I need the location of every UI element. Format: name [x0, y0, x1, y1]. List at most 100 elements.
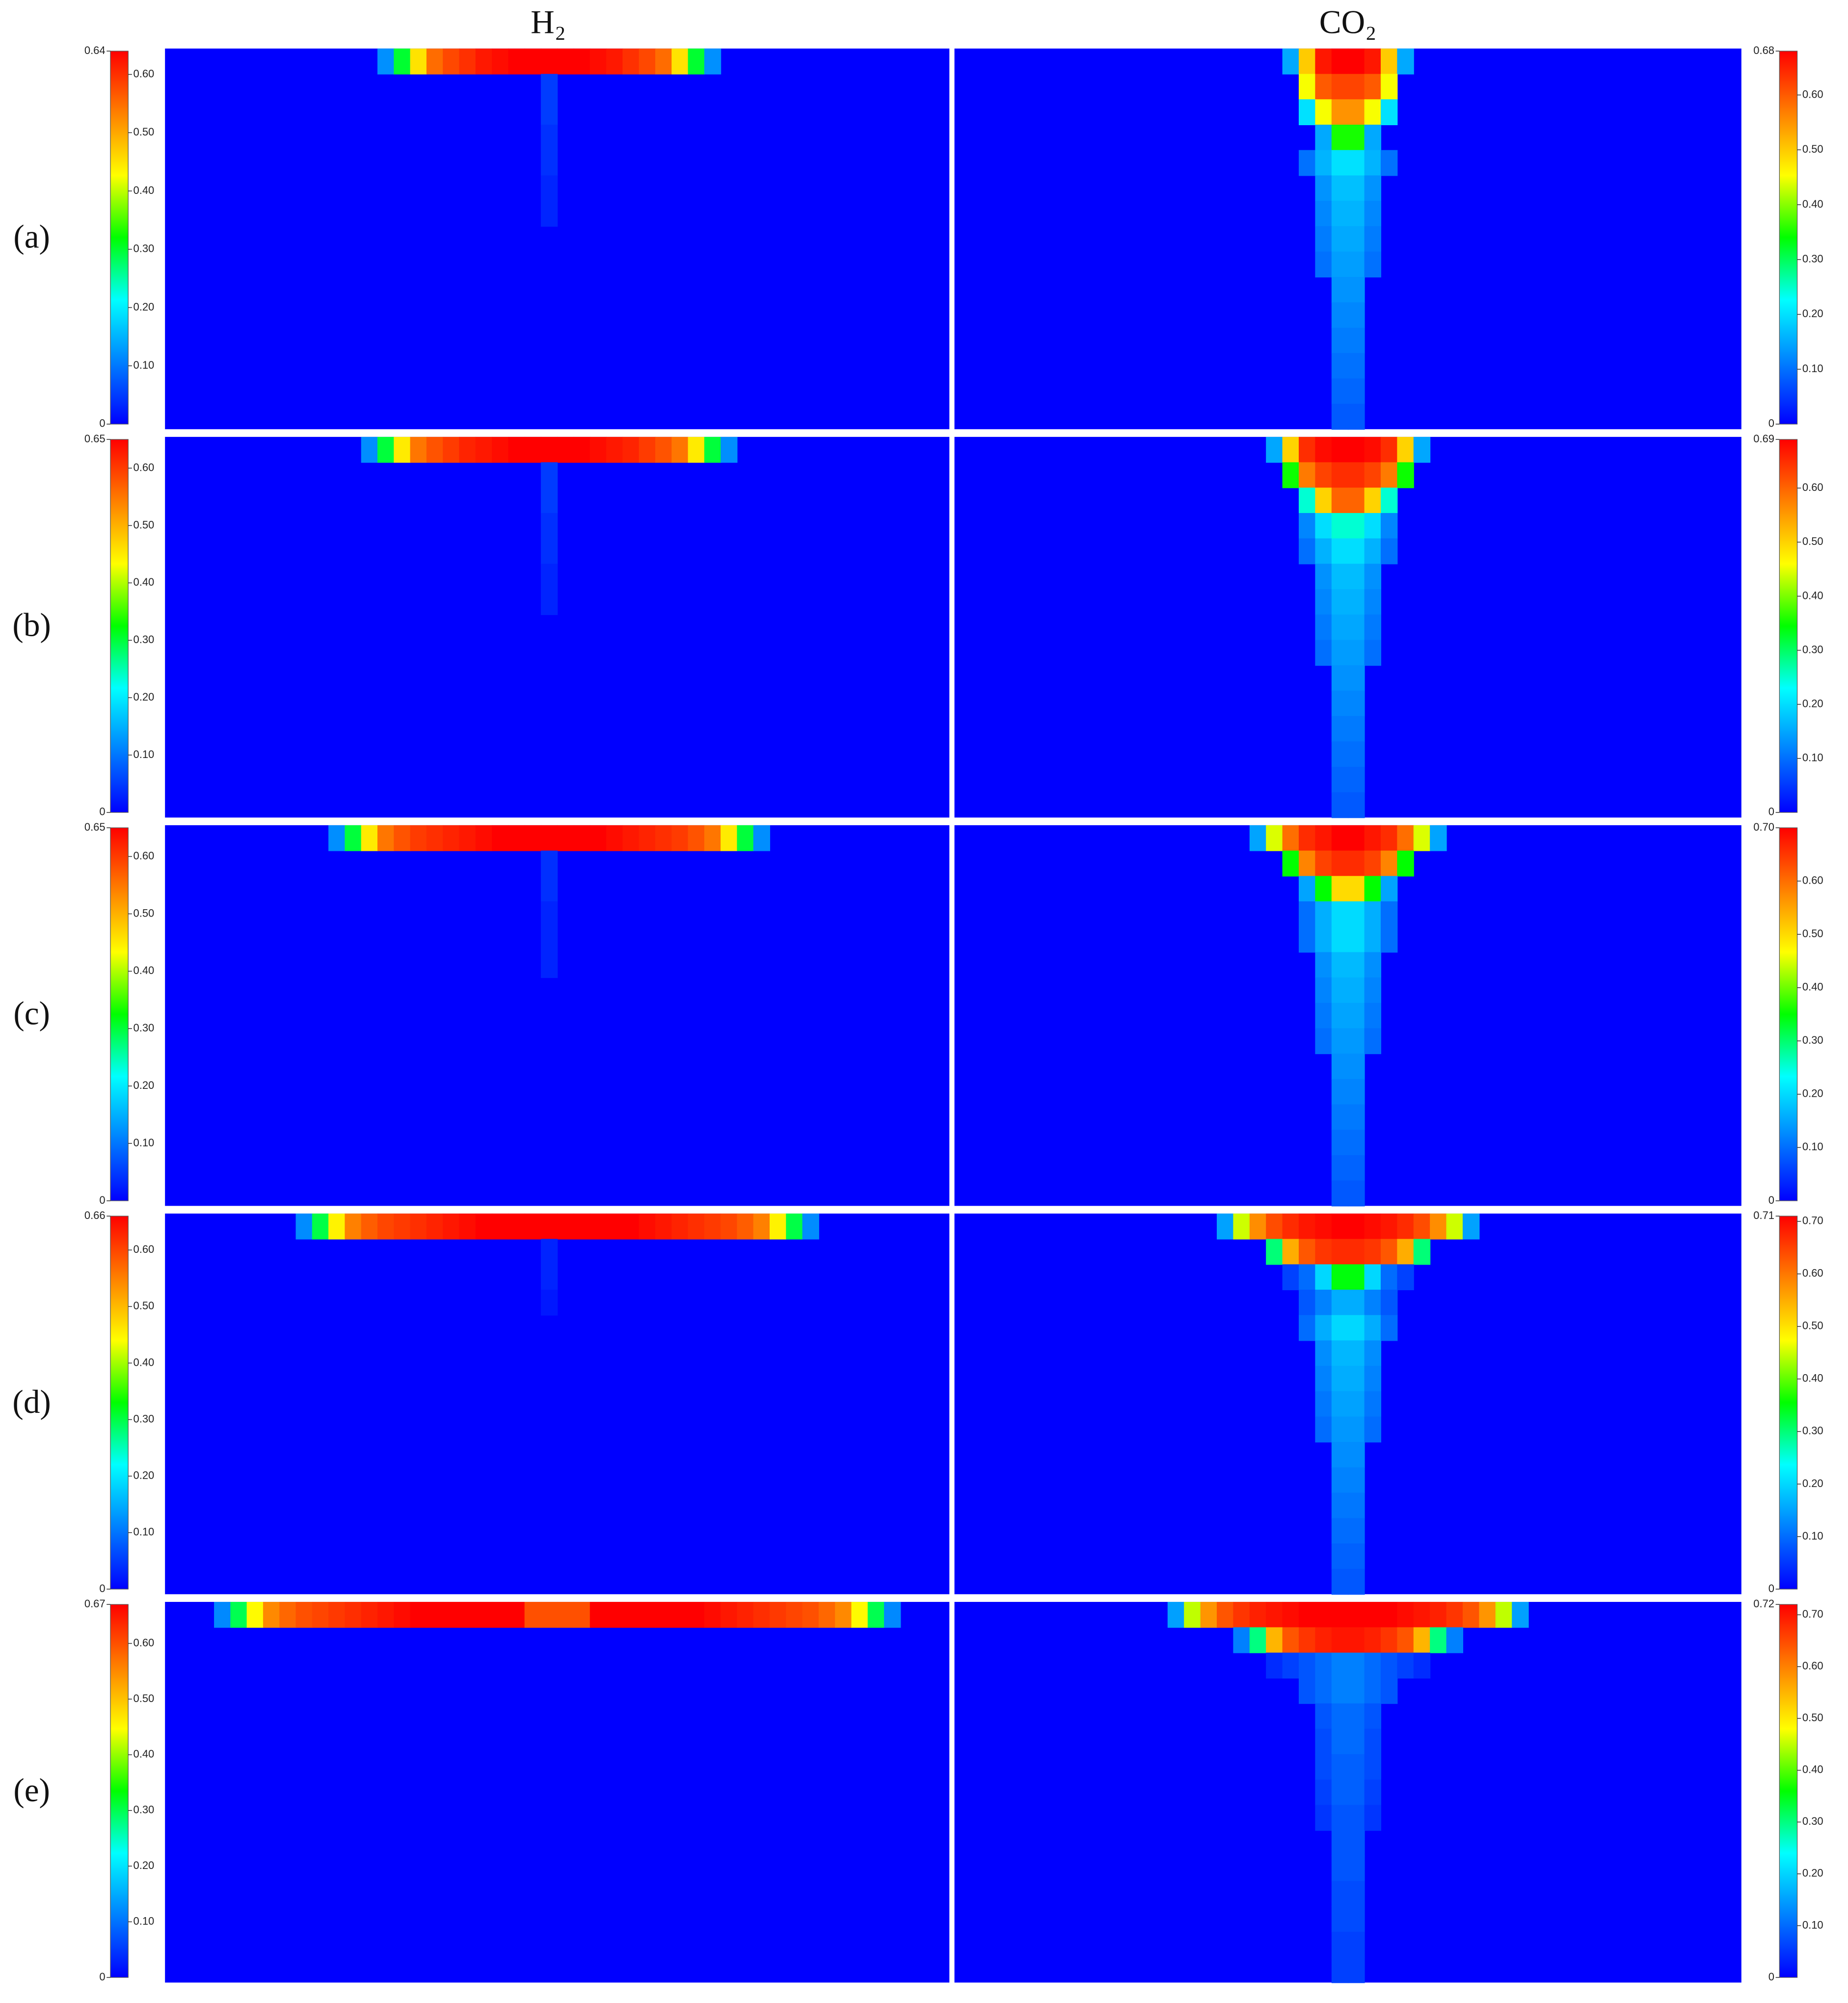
heatmap-cell: [1348, 1569, 1365, 1595]
heatmap-cell: [475, 1601, 493, 1628]
colorbar-tick-label: 0.50: [1802, 927, 1823, 940]
heatmap-cell: [1446, 1213, 1464, 1240]
heatmap-cell: [639, 48, 656, 75]
heatmap-cell: [1315, 513, 1332, 539]
heatmap-cell: [279, 1601, 296, 1628]
heatmap-cell: [1282, 1264, 1300, 1291]
heatmap-cell: [1315, 926, 1332, 953]
heatmap-cell: [639, 1213, 656, 1240]
heatmap-cell: [1298, 825, 1316, 851]
heatmap-cell: [540, 825, 558, 851]
heatmap-cell: [557, 1601, 574, 1628]
heatmap-cell: [1298, 99, 1316, 125]
heatmap-cell: [345, 1601, 362, 1628]
heatmap-cell: [459, 1601, 476, 1628]
heatmap-cell: [639, 825, 656, 851]
heatmap-cell: [1348, 1054, 1365, 1080]
heatmap-cell: [1266, 1627, 1283, 1653]
heatmap-cell: [1397, 1239, 1414, 1265]
heatmap-cell: [410, 825, 427, 851]
heatmap-cell: [1348, 1416, 1365, 1443]
heatmap-cell: [1364, 1627, 1382, 1653]
heatmap-cell: [295, 1601, 313, 1628]
heatmap-cell: [492, 825, 509, 851]
heatmap-cell: [345, 1213, 362, 1240]
heatmap-cell: [1315, 614, 1332, 641]
heatmap-cell: [1380, 1652, 1398, 1679]
heatmap-cell: [1315, 1366, 1332, 1392]
heatmap-cell: [361, 436, 378, 463]
heatmap-cell: [1348, 1315, 1365, 1341]
heatmap-cell: [328, 1213, 346, 1240]
heatmap-cell: [1331, 665, 1349, 691]
colorbar-tick-label: 0.60: [134, 1243, 155, 1255]
colorbar-tick-label: 0: [1768, 806, 1774, 818]
heatmap-cell: [1331, 1678, 1349, 1704]
heatmap-cell: [1315, 1213, 1332, 1240]
heatmap-cell: [508, 1601, 525, 1628]
heatmap-cell: [540, 901, 558, 927]
heatmap-cell: [1331, 1028, 1349, 1055]
heatmap-cell: [1331, 640, 1349, 666]
heatmap-cell: [426, 1213, 444, 1240]
heatmap-cell: [639, 436, 656, 463]
heatmap-cell: [1348, 378, 1365, 405]
heatmap-cell: [671, 1213, 689, 1240]
heatmap-cell: [1348, 404, 1365, 430]
heatmap-cell: [1315, 1290, 1332, 1316]
heatmap-cell: [704, 825, 722, 851]
heatmap: [165, 1213, 950, 1595]
heatmap-cell: [1364, 1391, 1382, 1417]
colorbar-tick-label: 0.30: [134, 1804, 155, 1816]
heatmap-cell: [1348, 977, 1365, 1003]
heatmap-cell: [1348, 1366, 1365, 1392]
heatmap-cell: [1298, 1627, 1316, 1653]
heatmap-cell: [1348, 1779, 1365, 1806]
heatmap-cell: [1266, 1601, 1283, 1628]
heatmap-cell: [1298, 850, 1316, 877]
colorbar-tick-label: 0: [99, 1582, 105, 1595]
column-title: CO₂: [1319, 3, 1377, 40]
heatmap-cell: [1298, 1652, 1316, 1679]
colorbar-tick-label: 0.50: [134, 126, 155, 138]
heatmap-cell: [1348, 1518, 1365, 1544]
heatmap-cell: [1331, 1881, 1349, 1907]
heatmap-cell: [1380, 876, 1398, 902]
heatmap-cell: [1331, 1155, 1349, 1181]
heatmap-cell: [1348, 1830, 1365, 1856]
heatmap-cell: [508, 48, 525, 75]
heatmap-cell: [1380, 1239, 1398, 1265]
heatmap-cell: [818, 1601, 836, 1628]
heatmap-cell: [1315, 589, 1332, 615]
heatmap-cell: [688, 1213, 705, 1240]
heatmap-cell: [1348, 513, 1365, 539]
heatmap-cell: [524, 48, 541, 75]
heatmap-cell: [1298, 436, 1316, 463]
colorbar-tick-label: 0.60: [134, 849, 155, 862]
heatmap-cell: [1315, 124, 1332, 151]
heatmap-cell: [1331, 926, 1349, 953]
heatmap-cell: [622, 1601, 640, 1628]
heatmap-cell: [492, 1213, 509, 1240]
heatmap-cell: [1282, 462, 1300, 488]
heatmap-cell: [1315, 1652, 1332, 1679]
heatmap-cell: [345, 825, 362, 851]
heatmap-cell: [1315, 1264, 1332, 1291]
heatmap-cell: [328, 825, 346, 851]
colorbar-tick-label: 0.10: [134, 1526, 155, 1538]
heatmap-cell: [1380, 462, 1398, 488]
heatmap-cell: [1331, 462, 1349, 488]
heatmap-cell: [1315, 952, 1332, 978]
heatmap-cell: [1298, 1213, 1316, 1240]
colorbar: [1779, 51, 1798, 425]
heatmap-cell: [1331, 825, 1349, 851]
colorbar-tick-label: 0.20: [134, 1079, 155, 1091]
heatmap-cell: [1348, 1492, 1365, 1519]
heatmap-cell: [688, 48, 705, 75]
heatmap-cell: [1348, 1931, 1365, 1958]
heatmap-cell: [1298, 513, 1316, 539]
heatmap-background: [165, 1601, 950, 1983]
heatmap-cell: [1331, 538, 1349, 565]
heatmap-cell: [1397, 436, 1414, 463]
heatmap-cell: [1282, 1652, 1300, 1679]
